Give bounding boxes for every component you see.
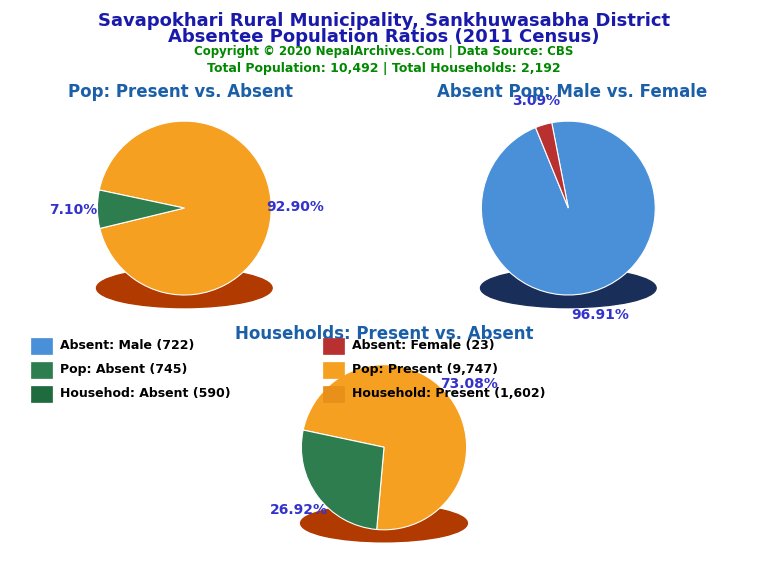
- Text: Pop: Absent (745): Pop: Absent (745): [60, 363, 187, 376]
- Text: Househod: Absent (590): Househod: Absent (590): [60, 388, 230, 400]
- Wedge shape: [535, 123, 568, 208]
- Text: 26.92%: 26.92%: [270, 503, 328, 517]
- Wedge shape: [98, 190, 184, 229]
- Wedge shape: [301, 430, 384, 529]
- Text: Savapokhari Rural Municipality, Sankhuwasabha District: Savapokhari Rural Municipality, Sankhuwa…: [98, 12, 670, 29]
- Ellipse shape: [97, 268, 272, 308]
- Ellipse shape: [481, 268, 656, 308]
- Text: 3.09%: 3.09%: [512, 94, 561, 108]
- Text: Household: Present (1,602): Household: Present (1,602): [352, 388, 545, 400]
- Wedge shape: [482, 121, 655, 295]
- Text: Pop: Present (9,747): Pop: Present (9,747): [352, 363, 498, 376]
- Text: 7.10%: 7.10%: [49, 203, 98, 217]
- Text: 73.08%: 73.08%: [440, 377, 498, 392]
- Text: Pop: Present vs. Absent: Pop: Present vs. Absent: [68, 83, 293, 101]
- Text: Households: Present vs. Absent: Households: Present vs. Absent: [235, 325, 533, 343]
- Text: Absentee Population Ratios (2011 Census): Absentee Population Ratios (2011 Census): [168, 28, 600, 46]
- Text: Absent: Female (23): Absent: Female (23): [352, 339, 495, 352]
- Text: Copyright © 2020 NepalArchives.Com | Data Source: CBS: Copyright © 2020 NepalArchives.Com | Dat…: [194, 45, 574, 58]
- Ellipse shape: [300, 505, 468, 542]
- Wedge shape: [99, 121, 271, 295]
- Text: Absent: Male (722): Absent: Male (722): [60, 339, 194, 352]
- Text: 96.91%: 96.91%: [571, 308, 629, 322]
- Text: 92.90%: 92.90%: [266, 199, 325, 214]
- Wedge shape: [303, 365, 467, 530]
- Text: Total Population: 10,492 | Total Households: 2,192: Total Population: 10,492 | Total Househo…: [207, 62, 561, 75]
- Text: Absent Pop: Male vs. Female: Absent Pop: Male vs. Female: [437, 83, 707, 101]
